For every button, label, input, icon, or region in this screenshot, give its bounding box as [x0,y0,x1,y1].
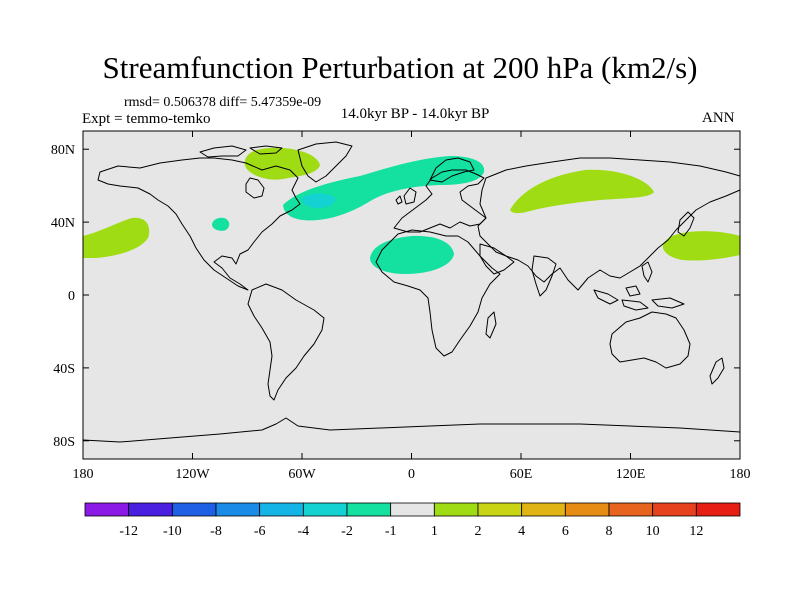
lon-tick-label: 60E [510,467,533,482]
page-title: Streamfunction Perturbation at 200 hPa (… [102,50,698,85]
colorbar-swatch [564,502,610,517]
colorbar-label: 12 [689,524,703,539]
colorbar-swatch [695,502,741,517]
lon-tick-label: 0 [408,467,415,482]
experiment-label: Expt = temmo-temko [82,111,211,127]
anomaly-gulf-negative [212,217,230,231]
coastline-madagascar [485,311,497,339]
coastline-africa [375,229,501,357]
season-label: ANN [702,110,735,126]
latitude-axis: 80N 40N 0 40S 80S [51,143,740,450]
colorbar-label: 2 [475,524,482,539]
colorbar-label: 10 [646,524,660,539]
colorbar-label: -2 [341,524,353,539]
lat-tick-label: 40S [53,362,75,377]
colorbar-swatch [259,502,304,517]
colorbar-label: 1 [431,524,438,539]
lon-tick-label: 180 [730,467,751,482]
lon-tick-label: 60W [288,467,316,482]
colorbar-swatch [521,502,566,517]
anomaly-sahara-negative [370,235,454,274]
coastline-new-zealand [709,357,725,385]
anomaly-north-pacific-west-positive [662,231,740,261]
coastline-scandinavia [429,157,475,183]
coastline-greenland [297,141,353,183]
coastline-asia [477,157,741,291]
colorbar-swatch [652,502,697,517]
colorbar-label: 8 [606,524,613,539]
coastline-philippines [641,261,653,283]
longitude-axis: 180 120W 60W 0 60E 120E 180 [73,131,751,482]
lon-tick-label: 120E [616,467,646,482]
lat-tick-label: 0 [68,289,75,304]
colorbar-swatch [433,502,479,517]
colorbar-swatch [302,502,348,517]
coastline-south-america [247,283,325,401]
colorbar-label: 6 [562,524,569,539]
lon-tick-label: 180 [73,467,94,482]
colorbar-label: -6 [254,524,266,539]
stats-label: rmsd= 0.506378 diff= 5.47359e-09 [124,95,322,110]
anomaly-central-asia-positive [510,169,654,214]
colorbar-swatch [477,502,523,517]
coastline-australia [609,311,691,369]
anomaly-north-pacific-east-positive [83,217,150,258]
coastline-europe [393,169,487,233]
colorbar-label: -4 [297,524,309,539]
coastline-british-isles [395,187,417,205]
colorbar: -12 -10 -8 -6 -4 -2 -1 1 2 4 6 8 10 12 [84,502,741,539]
coastline-arabia [479,243,515,275]
colorbar-swatch [346,502,392,517]
coastline-hudson-bay [245,177,265,199]
coastline-arctic-islands [199,145,283,158]
colorbar-swatch [608,502,654,517]
colorbar-swatch [171,502,217,517]
colorbar-label: -10 [163,524,182,539]
colorbar-label: -1 [385,524,397,539]
lat-tick-label: 80S [53,435,75,450]
colorbar-swatch [390,502,435,517]
colorbar-label: -8 [210,524,222,539]
anomaly-labrador-core [301,193,336,208]
colorbar-swatch [84,502,130,517]
lat-tick-label: 40N [51,216,75,231]
period-label: 14.0kyr BP - 14.0kyr BP [340,106,490,122]
colorbar-label: -12 [119,524,138,539]
anomaly-canada-positive [244,147,320,180]
colorbar-swatch [215,502,261,517]
coastline-antarctica [82,417,741,443]
coastline-japan [677,211,695,237]
coastline-india [531,255,557,297]
coastline-north-america [97,157,301,291]
colorbar-label: 4 [518,524,525,539]
coastlines [82,141,741,443]
lon-tick-label: 120W [175,467,210,482]
coastline-indonesia [593,285,685,311]
lat-tick-label: 80N [51,143,75,158]
colorbar-swatch [128,502,173,517]
